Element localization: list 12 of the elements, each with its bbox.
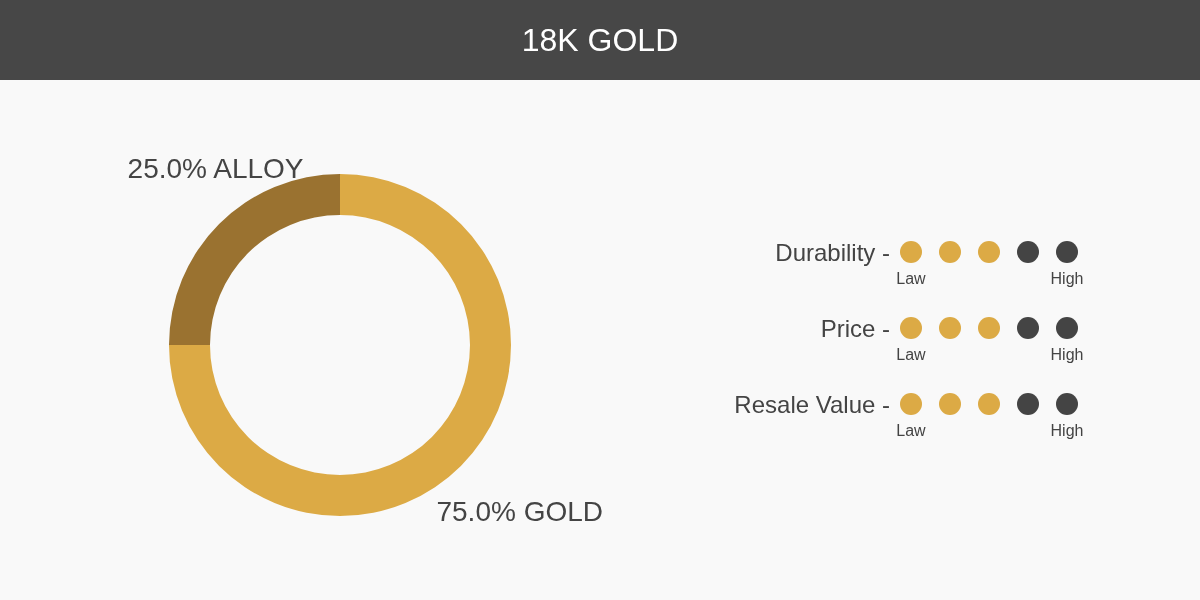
slice-label: 75.0% GOLD [436, 495, 603, 527]
category-label: Price - [820, 314, 890, 342]
text: Law [896, 269, 927, 287]
text: High [1050, 345, 1084, 363]
text: Law [896, 421, 926, 439]
category-label: Durability - [775, 238, 890, 266]
text: High [1050, 269, 1084, 287]
slice-label: 25.0% ALLOY [127, 153, 304, 185]
text: High [1050, 421, 1084, 439]
text: Law [896, 345, 926, 363]
category-label: Resale Value - [734, 390, 890, 418]
chart-title: 18K GOLD [521, 21, 679, 59]
